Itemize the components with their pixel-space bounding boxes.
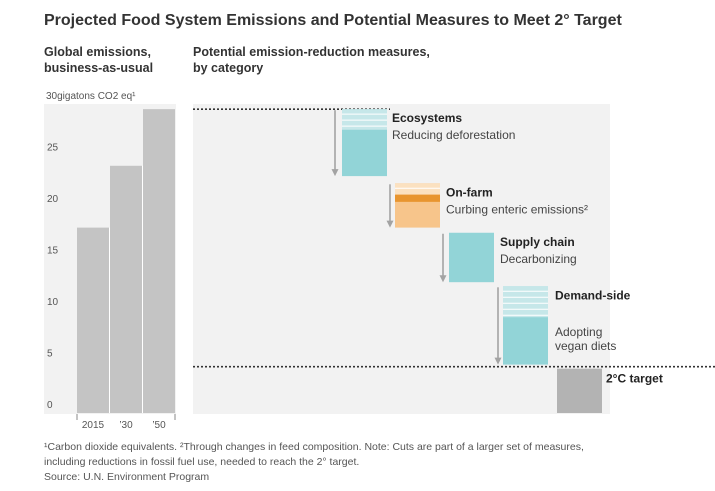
reduction-measures: Ecosystems Reducing deforestation On-farm C…: [193, 108, 715, 413]
target-bar: [557, 368, 602, 413]
y-axis-ticks: 0 5 10 15 20 25 30gigatons CO2 eq¹: [46, 91, 136, 411]
left-heading-line-1: Global emissions,: [44, 45, 151, 59]
x-tick-label-0: 2015: [82, 420, 105, 431]
y-tick-label-15: 15: [47, 246, 59, 257]
step-category-label-0: Ecosystems: [392, 111, 462, 125]
step-measure-label-3-a: Adopting: [555, 325, 602, 339]
step-arrow-head-1: [386, 220, 394, 228]
step-arrow-head-2: [439, 275, 447, 283]
chart-title: Projected Food System Emissions and Pote…: [44, 12, 622, 29]
y-tick-label-30: 30gigatons CO2 eq¹: [46, 91, 136, 102]
footnote-line-1: ¹Carbon dioxide equivalents. ²Through ch…: [44, 441, 584, 453]
step-measure-label-0: Reducing deforestation: [392, 128, 515, 142]
bau-bar-’50: [143, 109, 175, 414]
footnotes: ¹Carbon dioxide equivalents. ²Through ch…: [44, 440, 584, 485]
step-bar-2: [449, 232, 494, 283]
right-panel-heading: Potential emission-reduction measures, b…: [193, 44, 430, 76]
x-tick-label-1: ’30: [119, 420, 133, 431]
step-arrow-head-3: [494, 357, 502, 365]
y-tick-label-25: 25: [47, 143, 59, 154]
bau-bar-2015: [77, 227, 109, 413]
y-tick-label-5: 5: [47, 349, 53, 360]
step-bar-dark-band-1: [395, 194, 440, 202]
source-note: Source: U.N. Environment Program: [44, 471, 210, 483]
y-tick-label-10: 10: [47, 297, 59, 308]
bau-bar-’30: [110, 165, 142, 413]
left-heading-line-2: business-as-usual: [44, 61, 154, 75]
step-bar-light-0: [342, 109, 387, 130]
y-tick-label-20: 20: [47, 194, 59, 205]
x-tick-label-2: ’50: [152, 420, 166, 431]
step-category-label-2: Supply chain: [500, 235, 575, 249]
step-measure-label-1: Curbing enteric emissions²: [446, 202, 588, 216]
footnote-line-2: including reductions in fossil fuel use,…: [44, 456, 360, 468]
step-arrow-head-0: [331, 169, 339, 177]
bau-bars: 2015 ’30 ’50: [76, 109, 176, 431]
step-category-label-3: Demand-side: [555, 288, 631, 302]
right-heading-line-2: by category: [193, 61, 264, 75]
right-heading-line-1: Potential emission-reduction measures,: [193, 45, 430, 59]
step-category-label-1: On-farm: [446, 185, 493, 199]
target-label: 2°C target: [606, 372, 663, 386]
step-measure-label-3-b: vegan diets: [555, 339, 616, 353]
y-tick-label-0: 0: [47, 400, 53, 411]
left-panel-heading: Global emissions, business-as-usual: [44, 44, 153, 76]
step-bar-light-1: [395, 183, 440, 195]
step-measure-label-2: Decarbonizing: [500, 252, 577, 266]
